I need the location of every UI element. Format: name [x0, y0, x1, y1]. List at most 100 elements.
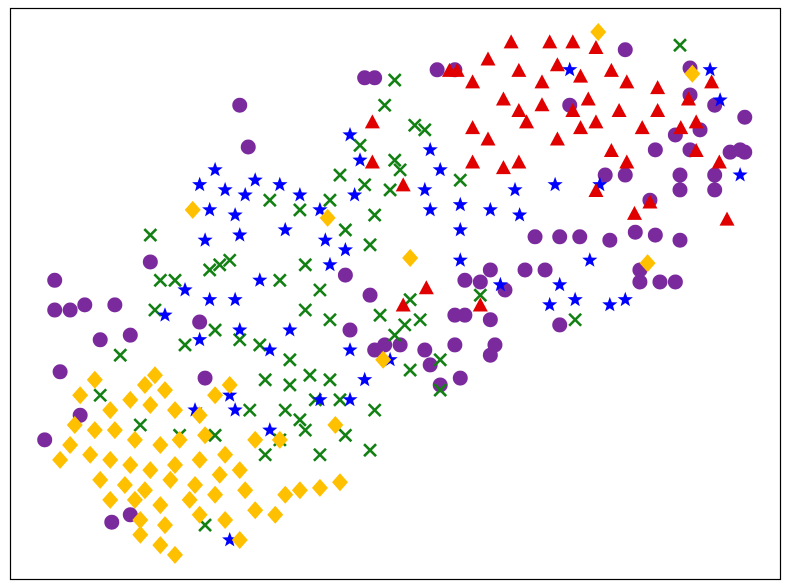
point-diamond-4-30 [102, 450, 119, 469]
point-star-2-3 [237, 187, 253, 202]
point-star-2-37 [592, 176, 608, 192]
point-x-1-2 [407, 118, 422, 133]
point-diamond-4-35 [217, 445, 234, 464]
point-circle-0-21 [707, 167, 723, 183]
point-x-1-29 [208, 323, 223, 337]
point-star-2-29 [432, 161, 448, 177]
point-star-2-35 [512, 207, 528, 222]
point-circle-0-74 [92, 332, 108, 348]
point-diamond-4-2 [184, 200, 201, 219]
point-triangle-3-41 [588, 183, 604, 198]
point-triangle-3-8 [549, 57, 565, 72]
point-star-2-30 [417, 181, 433, 197]
point-x-1-15 [292, 202, 307, 217]
point-diamond-4-43 [102, 490, 119, 509]
point-star-2-27 [262, 342, 278, 357]
point-star-2-54 [312, 391, 328, 407]
point-diamond-4-33 [166, 456, 183, 475]
point-diamond-4-31 [122, 456, 139, 475]
point-diamond-4-17 [191, 406, 208, 425]
point-star-2-10 [277, 221, 293, 237]
point-triangle-3-33 [688, 143, 704, 157]
point-circle-0-22 [672, 182, 688, 198]
point-diamond-4-27 [62, 436, 79, 455]
point-circle-0-0 [232, 97, 248, 113]
point-circle-0-25 [732, 142, 748, 158]
point-star-2-59 [222, 532, 238, 547]
point-x-1-49 [323, 372, 337, 387]
point-triangle-3-26 [465, 120, 481, 135]
point-diamond-4-21 [86, 421, 103, 440]
point-x-1-53 [333, 392, 347, 407]
point-x-1-65 [282, 352, 297, 367]
point-diamond-4-50 [267, 505, 284, 524]
point-x-1-46 [258, 372, 273, 387]
point-diamond-4-62 [331, 473, 348, 492]
point-triangle-3-9 [573, 68, 589, 83]
point-triangle-3-3 [588, 40, 604, 55]
point-star-2-51 [342, 342, 358, 357]
point-x-1-41 [113, 348, 128, 363]
point-star-2-31 [422, 201, 438, 217]
point-diamond-4-63 [247, 430, 264, 449]
point-diamond-4-18 [207, 386, 224, 405]
point-diamond-4-39 [162, 470, 179, 489]
point-star-2-28 [422, 141, 438, 157]
point-triangle-3-49 [465, 74, 481, 89]
point-triangle-3-36 [364, 154, 380, 169]
point-x-1-20 [272, 273, 287, 288]
point-triangle-3-47 [472, 297, 488, 312]
point-x-1-34 [373, 308, 387, 323]
point-x-1-51 [292, 412, 307, 427]
point-circle-0-49 [552, 317, 568, 333]
point-diamond-4-32 [142, 461, 159, 480]
point-circle-0-61 [47, 302, 63, 318]
point-circle-0-46 [447, 337, 463, 353]
point-circle-0-11 [737, 109, 753, 125]
point-triangle-3-17 [534, 97, 550, 112]
point-diamond-4-60 [291, 481, 308, 500]
point-circle-0-34 [632, 274, 648, 290]
point-diamond-4-9 [136, 375, 153, 394]
point-circle-0-18 [597, 167, 613, 183]
point-diamond-4-0 [590, 23, 607, 42]
point-circle-0-71 [197, 370, 213, 386]
point-diamond-4-34 [191, 450, 208, 469]
point-star-2-45 [542, 296, 558, 312]
point-star-2-1 [192, 176, 208, 192]
point-star-2-47 [602, 296, 618, 312]
point-triangle-3-40 [511, 154, 527, 169]
point-x-1-31 [252, 337, 267, 352]
point-circle-0-1 [240, 139, 256, 155]
point-x-1-19 [298, 257, 313, 272]
point-triangle-3-0 [503, 34, 519, 49]
point-diamond-4-4 [402, 248, 419, 267]
point-x-1-55 [258, 447, 273, 462]
point-diamond-4-12 [72, 386, 89, 405]
point-circle-0-32 [672, 232, 688, 248]
point-x-1-14 [262, 193, 277, 208]
point-triangle-3-10 [603, 62, 619, 77]
point-star-2-15 [347, 187, 363, 202]
point-circle-0-38 [537, 262, 553, 278]
point-circle-0-65 [122, 327, 138, 343]
point-star-2-55 [262, 422, 278, 437]
point-star-2-58 [187, 402, 203, 417]
point-diamond-4-57 [166, 545, 183, 564]
point-diamond-4-26 [197, 426, 214, 445]
point-triangle-3-39 [495, 160, 511, 175]
point-triangle-3-29 [549, 131, 565, 146]
point-diamond-4-64 [271, 430, 288, 449]
point-diamond-4-25 [171, 430, 188, 449]
point-x-1-33 [323, 312, 337, 327]
point-star-2-49 [582, 252, 598, 267]
point-star-2-0 [207, 161, 223, 177]
point-triangle-3-32 [619, 154, 635, 169]
point-circle-0-37 [517, 262, 533, 278]
point-circle-0-29 [602, 232, 618, 248]
point-triangle-3-13 [680, 91, 696, 106]
point-x-1-9 [357, 177, 372, 192]
point-circle-0-3 [367, 70, 383, 86]
point-diamond-4-16 [166, 401, 183, 420]
